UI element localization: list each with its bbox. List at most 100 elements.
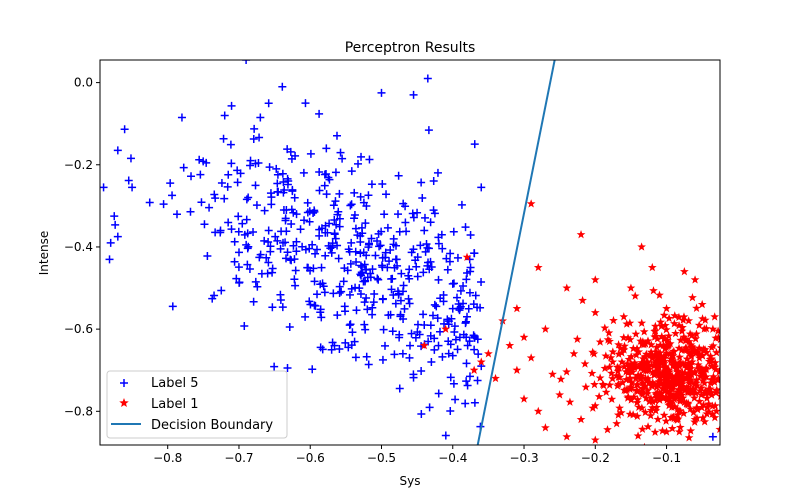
data-point-star xyxy=(687,342,696,351)
data-point-star xyxy=(674,377,683,386)
data-point-star xyxy=(669,360,679,370)
data-point-plus xyxy=(462,275,471,284)
data-point-star xyxy=(689,407,698,417)
data-point-plus xyxy=(230,237,239,246)
data-point-plus xyxy=(376,241,385,250)
data-point-star xyxy=(650,321,660,331)
data-point-plus xyxy=(360,277,369,286)
data-point-plus xyxy=(233,178,242,187)
data-point-star xyxy=(687,347,697,356)
data-point-plus xyxy=(371,251,380,260)
data-point-star xyxy=(700,315,710,324)
data-point-star xyxy=(640,381,649,391)
data-point-plus xyxy=(409,373,418,382)
data-point-star xyxy=(619,362,629,371)
data-point-plus xyxy=(230,257,239,266)
data-point-star xyxy=(638,383,647,393)
data-point-plus xyxy=(470,140,479,149)
data-point-plus xyxy=(373,274,382,283)
data-point-star xyxy=(676,373,686,383)
data-point-star xyxy=(612,371,621,380)
data-point-star xyxy=(674,385,683,394)
data-point-star xyxy=(664,313,674,323)
data-point-star xyxy=(678,359,688,368)
data-point-plus xyxy=(361,219,370,228)
data-point-star xyxy=(562,432,572,441)
data-point-star xyxy=(616,408,626,417)
data-point-star xyxy=(686,404,695,413)
data-point-star xyxy=(682,398,691,408)
data-point-star xyxy=(660,380,669,389)
data-point-star xyxy=(637,242,646,251)
data-point-star xyxy=(692,413,702,422)
data-point-star xyxy=(638,360,648,369)
data-point-star xyxy=(655,369,665,378)
data-point-plus xyxy=(331,168,340,177)
data-point-plus xyxy=(394,171,403,180)
data-point-plus xyxy=(234,227,243,236)
data-point-plus xyxy=(463,312,472,321)
data-point-plus xyxy=(316,343,325,352)
data-point-plus xyxy=(466,231,475,240)
data-point-plus xyxy=(289,208,298,217)
data-point-star xyxy=(626,395,636,404)
data-point-plus xyxy=(441,431,450,440)
data-point-plus xyxy=(316,308,325,317)
data-point-plus xyxy=(448,351,457,360)
data-point-plus xyxy=(409,90,418,99)
data-point-plus xyxy=(448,304,457,313)
data-point-star xyxy=(572,334,582,343)
y-tick-label: −0.4 xyxy=(64,240,93,254)
data-point-star xyxy=(633,362,643,371)
data-point-plus xyxy=(362,293,371,302)
data-point-plus xyxy=(471,291,480,300)
data-point-star xyxy=(533,262,543,272)
data-point-plus xyxy=(113,146,122,155)
data-point-plus xyxy=(291,266,300,275)
data-point-star xyxy=(677,370,687,379)
data-point-plus xyxy=(298,242,307,251)
data-point-star xyxy=(696,390,706,399)
y-axis-ticks: 0.0 −0.2 −0.4 −0.6 −0.8 xyxy=(64,76,100,418)
data-point-star xyxy=(642,376,652,385)
data-point-plus xyxy=(392,255,401,264)
data-point-star xyxy=(660,334,670,343)
data-point-star xyxy=(682,354,692,363)
data-point-plus xyxy=(337,287,346,296)
data-point-star xyxy=(627,383,636,392)
data-point-plus xyxy=(439,297,448,306)
data-point-star xyxy=(651,331,661,341)
data-point-star xyxy=(565,397,575,406)
data-point-star xyxy=(640,359,649,368)
data-point-star xyxy=(668,384,677,394)
data-point-plus xyxy=(413,272,422,281)
data-point-star xyxy=(605,362,614,371)
data-point-star xyxy=(710,362,720,371)
data-point-plus xyxy=(430,209,439,218)
data-point-star xyxy=(578,295,587,305)
data-point-star xyxy=(662,427,671,436)
data-point-plus xyxy=(291,281,300,290)
data-point-plus xyxy=(327,345,336,354)
data-point-plus xyxy=(396,296,405,305)
data-point-star xyxy=(684,368,693,377)
data-point-star xyxy=(629,392,639,401)
data-point-plus xyxy=(401,202,410,211)
legend-marker-star xyxy=(119,398,129,408)
data-point-plus xyxy=(373,236,382,245)
data-point-plus xyxy=(405,353,414,362)
data-point-star xyxy=(704,407,713,416)
data-point-plus xyxy=(393,287,402,296)
data-point-plus xyxy=(380,210,389,219)
data-point-star xyxy=(654,377,664,386)
data-point-plus xyxy=(203,252,212,261)
data-point-plus xyxy=(470,398,479,407)
data-point-plus xyxy=(242,195,251,204)
data-point-star xyxy=(643,389,652,398)
data-point-plus xyxy=(268,264,277,273)
data-point-plus xyxy=(335,345,344,354)
data-point-star xyxy=(710,377,719,386)
data-point-plus xyxy=(244,193,253,202)
data-point-star xyxy=(656,388,666,398)
data-point-star xyxy=(626,352,636,361)
